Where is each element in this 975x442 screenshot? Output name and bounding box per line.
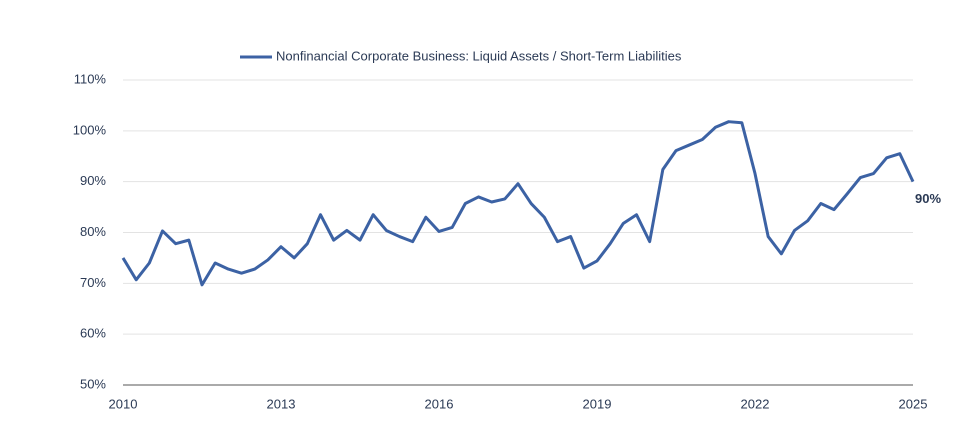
series-line (121, 120, 915, 287)
y-tick-label: 50% (80, 376, 106, 391)
x-tick-label: 2016 (425, 396, 454, 411)
end-label: 90% (915, 191, 941, 206)
x-tick-label: 2025 (899, 396, 928, 411)
x-tick-label: 2019 (583, 396, 612, 411)
y-tick-label: 60% (80, 326, 106, 341)
y-tick-label: 70% (80, 275, 106, 290)
x-tick-label: 2010 (109, 396, 138, 411)
y-tick-label: 80% (80, 224, 106, 239)
y-tick-label: 90% (80, 173, 106, 188)
x-tick-label: 2022 (741, 396, 770, 411)
x-tick-label: 2013 (267, 396, 296, 411)
legend-label: Nonfinancial Corporate Business: Liquid … (276, 48, 682, 63)
y-tick-label: 100% (73, 122, 107, 137)
y-tick-label: 110% (74, 71, 107, 86)
